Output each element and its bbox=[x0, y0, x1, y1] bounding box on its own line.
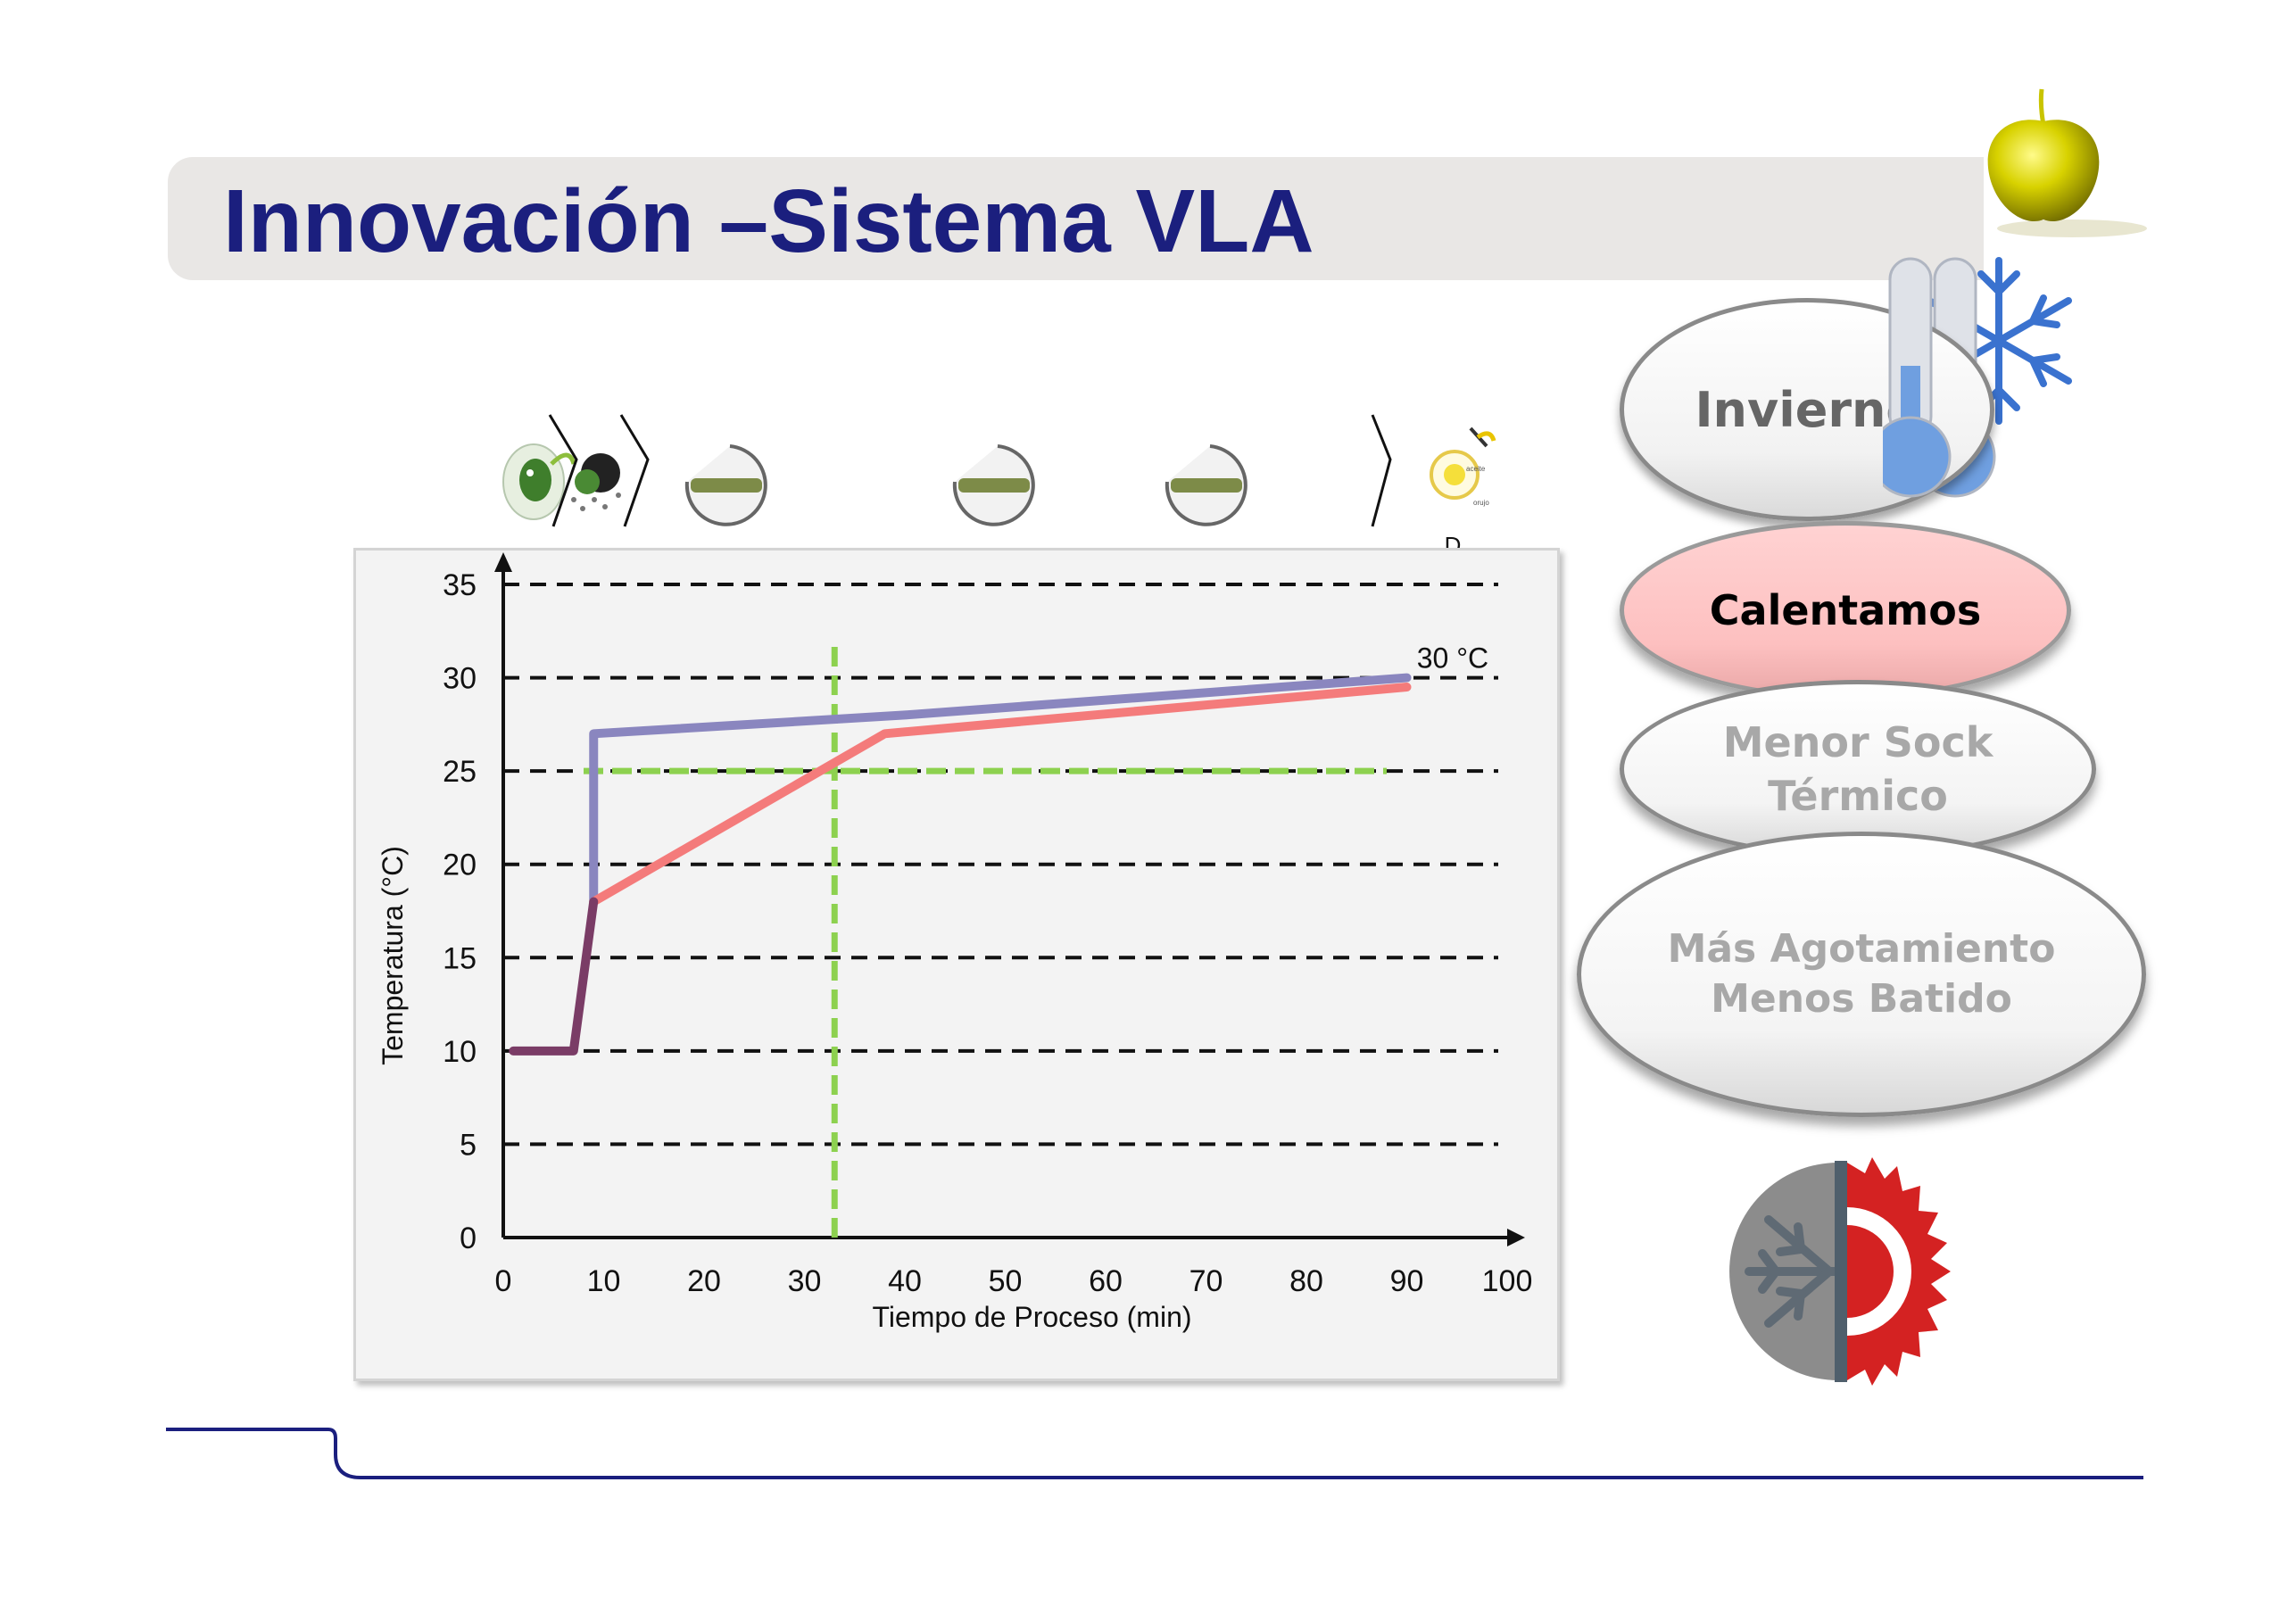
temperature-chart: 0 5 10 15 20 25 30 35 0 10 20 30 40 50 60 70 80 90 100 Tiem… bbox=[377, 552, 1533, 1333]
x-tick-label: 50 bbox=[989, 1264, 1023, 1298]
series-line-2 bbox=[589, 683, 1412, 907]
y-axis-title: Temperatura (°C) bbox=[377, 846, 409, 1065]
svg-text:orujo: orujo bbox=[1473, 499, 1489, 507]
y-tick-label: 15 bbox=[443, 941, 477, 975]
thermal-shock-oval: Menor Sock Térmico bbox=[1620, 680, 2096, 858]
malaxer-icon bbox=[1165, 444, 1247, 526]
olive-washing-icon bbox=[502, 443, 576, 520]
x-tick-label: 90 bbox=[1390, 1264, 1424, 1298]
process-arrow-3 bbox=[1371, 414, 1392, 527]
y-tick-label: 20 bbox=[443, 849, 477, 882]
more-exhaustion-label: Más Agotamiento Menos Batido bbox=[1667, 926, 2056, 1022]
x-axis-title: Tiempo de Proceso (min) bbox=[872, 1301, 1191, 1333]
process-strip: aceite orujo D bbox=[502, 414, 1496, 559]
process-arrow-1 bbox=[548, 414, 578, 527]
thermal-shock-label: Menor Sock Térmico bbox=[1722, 718, 1993, 820]
annotation-label: 30 °C bbox=[1417, 642, 1488, 675]
crusher-icon bbox=[571, 453, 621, 511]
svg-text:aceite: aceite bbox=[1466, 465, 1486, 473]
thermometer-overlay-icon bbox=[1883, 257, 1952, 498]
y-tick-label: 5 bbox=[460, 1128, 477, 1162]
x-tick-label: 20 bbox=[687, 1264, 721, 1298]
season-snow-sun-icon bbox=[1729, 1157, 1951, 1386]
series-line-3 bbox=[509, 897, 599, 1056]
slide-title: Innovación –Sistema VLA bbox=[223, 171, 1314, 271]
y-tick-label: 30 bbox=[443, 662, 477, 696]
more-exhaustion-oval: Más Agotamiento Menos Batido bbox=[1577, 832, 2146, 1117]
footer-rule bbox=[166, 1428, 2143, 1479]
y-tick-label: 25 bbox=[443, 755, 477, 789]
y-tick-label: 0 bbox=[460, 1221, 477, 1255]
x-tick-label: 10 bbox=[587, 1264, 621, 1298]
x-tick-label: 60 bbox=[1089, 1264, 1123, 1298]
x-axis-arrow bbox=[1507, 1229, 1525, 1246]
decanter-icon: aceite orujo bbox=[1430, 426, 1496, 507]
title-bar bbox=[168, 157, 1984, 280]
winter-label: Invierno bbox=[1695, 381, 1919, 438]
x-tick-label: 100 bbox=[1482, 1264, 1533, 1298]
malaxer-icon bbox=[952, 444, 1035, 526]
apple-logo-icon bbox=[1987, 88, 2147, 237]
x-tick-label: 70 bbox=[1189, 1264, 1223, 1298]
chart-panel: 0 5 10 15 20 25 30 35 0 10 20 30 40 50 60 70 80 90 100 Tiem… bbox=[353, 548, 1560, 1381]
y-tick-label: 10 bbox=[443, 1035, 477, 1069]
heating-label: Calentamos bbox=[1709, 586, 1982, 634]
x-tick-label: 30 bbox=[788, 1264, 822, 1298]
process-arrow-2 bbox=[619, 414, 650, 527]
y-tick-label: 35 bbox=[443, 568, 477, 602]
y-axis-arrow bbox=[494, 552, 512, 572]
x-tick-label: 40 bbox=[888, 1264, 922, 1298]
series-line-1 bbox=[589, 673, 1412, 907]
malaxer-icon bbox=[684, 444, 767, 526]
heating-oval: Calentamos bbox=[1620, 521, 2071, 700]
x-tick-label: 80 bbox=[1289, 1264, 1323, 1298]
x-tick-label: 0 bbox=[495, 1264, 512, 1298]
